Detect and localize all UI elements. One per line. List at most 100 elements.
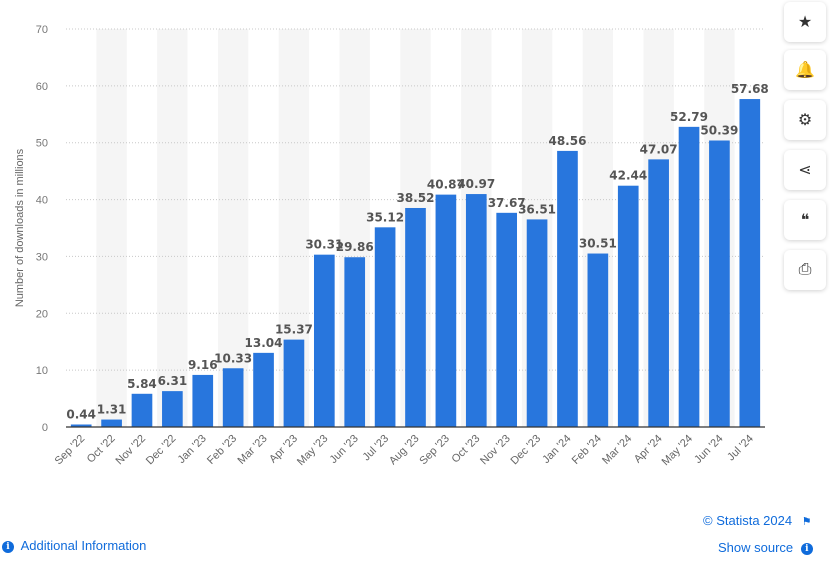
additional-information-link[interactable]: i Additional Information [2, 538, 146, 553]
x-tick-label: Jan '23 [176, 433, 209, 466]
data-label: 30.31 [305, 238, 343, 252]
bar [526, 219, 548, 427]
bar [374, 227, 396, 427]
y-tick-label: 10 [36, 365, 48, 377]
y-axis-label: Number of downloads in millions [14, 148, 26, 307]
info-icon: i [800, 542, 813, 555]
y-tick-label: 50 [36, 138, 48, 150]
x-tick-label: Jun '23 [328, 433, 361, 466]
x-tick-label: Mar '23 [235, 433, 269, 467]
y-tick-label: 0 [42, 422, 48, 434]
data-label: 13.04 [245, 336, 283, 350]
x-tick-label: May '24 [660, 433, 695, 468]
data-label: 9.16 [188, 358, 218, 372]
bar [222, 368, 244, 427]
bar [587, 253, 609, 427]
bell-button[interactable]: 🔔 [784, 50, 826, 90]
data-label: 29.86 [336, 240, 374, 254]
statista-copyright[interactable]: © Statista 2024 ⚑ [703, 513, 812, 528]
column-band [217, 29, 249, 427]
data-label: 50.39 [700, 123, 738, 137]
bar [739, 99, 761, 427]
x-tick-label: Nov '23 [478, 433, 513, 468]
column-band [157, 29, 188, 427]
x-tick-label: Feb '24 [570, 433, 604, 467]
x-tick-label: Sep '23 [417, 433, 452, 468]
data-label: 42.44 [609, 169, 647, 183]
bell-icon: 🔔 [795, 62, 815, 79]
gear-button[interactable]: ⚙ [784, 100, 826, 140]
bar [162, 391, 183, 427]
y-tick-label: 20 [36, 308, 48, 320]
star-button[interactable]: ★ [784, 2, 826, 42]
data-label: 10.33 [214, 351, 252, 365]
flag-icon: ⚑ [801, 516, 812, 528]
x-tick-label: Jan '24 [540, 433, 573, 466]
bar [678, 126, 700, 428]
data-label: 37.67 [488, 196, 526, 210]
y-tick-label: 30 [36, 251, 48, 263]
bar [344, 257, 366, 427]
x-tick-label: May '23 [295, 433, 330, 468]
show-source-link[interactable]: Show source i [718, 540, 813, 555]
bar [496, 212, 518, 427]
bar [648, 159, 669, 428]
data-label: 40.87 [427, 178, 465, 192]
y-tick-label: 40 [36, 195, 48, 207]
data-label: 47.07 [640, 142, 678, 156]
data-label: 35.12 [366, 210, 404, 224]
y-tick-label: 70 [36, 24, 48, 36]
share-button[interactable]: ⋖ [784, 150, 826, 190]
bar [557, 150, 578, 427]
bar [253, 352, 274, 427]
data-label: 5.84 [127, 377, 157, 391]
bar [283, 339, 305, 427]
data-label: 38.52 [397, 191, 435, 205]
gear-icon: ⚙ [797, 112, 813, 129]
quote-button[interactable]: ❝ [784, 200, 826, 240]
x-tick-label: Jul '24 [725, 433, 756, 464]
x-tick-label: Mar '24 [600, 433, 634, 467]
star-icon: ★ [797, 14, 813, 31]
bar [435, 194, 457, 427]
data-label: 15.37 [275, 323, 313, 337]
bar [617, 185, 639, 427]
quote-icon: ❝ [800, 212, 810, 229]
share-icon: ⋖ [798, 162, 812, 179]
bar [709, 140, 730, 427]
bar [313, 254, 335, 427]
x-tick-label: Jun '24 [692, 433, 725, 466]
print-icon: ⎙ [798, 261, 812, 278]
data-label: 40.97 [457, 177, 495, 191]
data-label: 48.56 [548, 134, 586, 148]
bar [405, 207, 426, 427]
column-band [96, 29, 127, 427]
info-icon: i [2, 540, 14, 553]
x-tick-label: Feb '23 [205, 433, 239, 467]
x-tick-label: Oct '22 [85, 433, 118, 466]
show-source-label: Show source [718, 540, 794, 555]
bar-chart: 0 10 20 30 40 50 60 70 Number of downloads in mi… [14, 24, 769, 468]
x-tick-label: Dec '22 [144, 433, 179, 468]
data-label: 1.31 [97, 403, 127, 417]
x-tick-label: Nov '22 [113, 433, 148, 468]
x-tick-label: Dec '23 [509, 433, 544, 468]
data-label: 0.44 [66, 407, 96, 421]
bar [192, 374, 214, 427]
y-tick-label: 60 [36, 81, 48, 93]
x-tick-label: Sep '22 [53, 433, 88, 468]
x-tick-label: Oct '23 [450, 433, 483, 466]
copyright-text: © Statista 2024 [703, 513, 793, 528]
bar [131, 393, 153, 427]
print-button[interactable]: ⎙ [784, 250, 826, 290]
x-tick-label: Aug '23 [387, 433, 422, 468]
bar [70, 424, 92, 427]
bar [465, 194, 487, 427]
data-label: 36.51 [518, 202, 556, 216]
additional-information-label: Additional Information [20, 538, 147, 553]
data-label: 6.31 [158, 374, 188, 388]
bar [101, 419, 122, 427]
data-label: 30.51 [579, 237, 617, 251]
data-label: 57.68 [731, 82, 769, 96]
data-label: 52.79 [670, 110, 708, 124]
